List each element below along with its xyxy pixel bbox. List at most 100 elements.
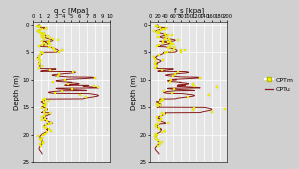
Point [214, 86, 219, 89]
Y-axis label: Depth (m): Depth (m) [130, 74, 137, 110]
Point [152, 135, 157, 138]
Point [154, 116, 159, 118]
Point [161, 59, 166, 62]
Point [158, 117, 163, 120]
Point [47, 45, 51, 48]
Point [156, 119, 161, 121]
Point [159, 140, 164, 143]
Point [156, 127, 161, 129]
Point [83, 96, 88, 98]
Point [46, 128, 51, 131]
Point [160, 40, 165, 43]
Point [39, 31, 44, 34]
Point [60, 90, 65, 93]
Point [50, 38, 55, 41]
Point [154, 61, 159, 64]
Point [179, 48, 183, 51]
Point [46, 42, 51, 45]
Point [93, 76, 97, 79]
Point [164, 51, 169, 54]
Point [42, 104, 47, 106]
Point [160, 131, 165, 134]
Point [164, 35, 169, 37]
Point [39, 33, 44, 36]
Point [153, 136, 158, 139]
Point [158, 100, 163, 102]
Point [41, 142, 46, 144]
Point [44, 27, 48, 29]
Point [42, 105, 47, 108]
Point [154, 125, 159, 128]
Point [35, 25, 40, 27]
Point [40, 119, 45, 121]
Point [56, 39, 61, 41]
Point [43, 108, 48, 110]
Point [155, 102, 160, 105]
Point [42, 41, 46, 44]
Point [190, 109, 195, 112]
Point [153, 67, 158, 69]
Point [157, 101, 162, 104]
Point [78, 94, 83, 96]
Point [156, 53, 161, 56]
Point [48, 129, 53, 132]
Point [168, 45, 173, 48]
X-axis label: f_s [kpa]: f_s [kpa] [174, 7, 204, 14]
Point [170, 75, 175, 77]
Point [53, 50, 58, 52]
Point [38, 59, 43, 62]
Point [190, 82, 195, 85]
Point [155, 29, 160, 32]
Point [41, 134, 46, 136]
Point [164, 37, 168, 39]
Point [166, 121, 171, 124]
Point [44, 102, 48, 105]
Point [41, 32, 46, 35]
Point [163, 33, 167, 35]
Point [168, 80, 173, 83]
Point [157, 36, 161, 39]
Point [47, 39, 52, 42]
Point [155, 144, 160, 147]
Point [223, 108, 228, 110]
Point [166, 41, 171, 43]
Point [172, 47, 176, 50]
Point [169, 78, 174, 81]
Point [185, 96, 190, 98]
Point [40, 40, 45, 43]
Point [166, 33, 171, 36]
Point [37, 63, 42, 66]
Point [158, 120, 162, 123]
Point [40, 44, 45, 47]
Point [49, 121, 54, 124]
Point [158, 29, 163, 31]
Point [175, 39, 180, 41]
Point [161, 41, 165, 44]
Point [38, 61, 43, 64]
Point [155, 105, 160, 108]
Point [210, 110, 214, 113]
Point [155, 25, 160, 28]
Point [37, 138, 42, 140]
Point [39, 28, 44, 31]
Point [44, 109, 48, 112]
Point [168, 42, 173, 45]
Point [69, 88, 74, 91]
Point [62, 78, 67, 81]
Point [154, 124, 158, 127]
Point [182, 49, 187, 52]
Point [38, 25, 42, 28]
Point [50, 80, 55, 83]
Point [197, 76, 202, 79]
Point [51, 47, 56, 50]
Point [42, 132, 47, 135]
Point [38, 53, 43, 56]
Point [42, 101, 47, 104]
Point [165, 47, 170, 50]
X-axis label: q_c [Mpa]: q_c [Mpa] [54, 7, 89, 14]
Point [52, 92, 57, 95]
Point [153, 57, 158, 60]
Point [36, 30, 41, 33]
Point [45, 131, 49, 134]
Point [168, 39, 173, 42]
